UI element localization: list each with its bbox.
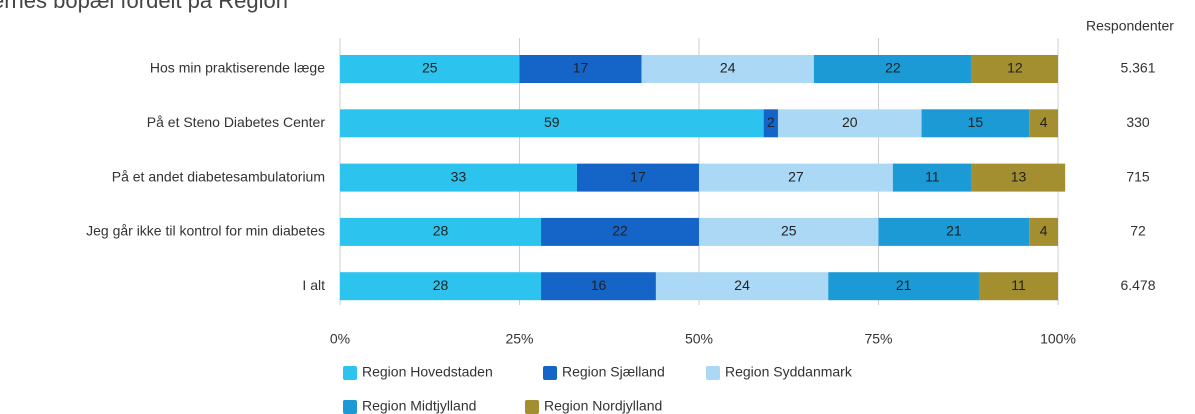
- bar-segment: [1029, 109, 1058, 138]
- data-label: 22: [885, 60, 901, 76]
- bar-segment: [878, 217, 1030, 246]
- respondents-header: Respondenter: [1086, 18, 1174, 34]
- data-label: 21: [946, 223, 962, 239]
- bar-segment: [655, 272, 829, 301]
- data-label: 27: [788, 168, 804, 184]
- bar-segment: [541, 272, 656, 301]
- bar-segment: [340, 109, 764, 138]
- data-label: 20: [842, 114, 858, 130]
- bar-segment: [576, 163, 699, 192]
- chart-title: ernes bopæl fordelt på Region: [0, 0, 288, 13]
- category-label: På et Steno Diabetes Center: [147, 114, 326, 130]
- data-label: 59: [544, 114, 560, 130]
- x-tick-label: 25%: [505, 331, 533, 347]
- x-tick-label: 0%: [330, 331, 350, 347]
- data-label: 25: [781, 223, 797, 239]
- bar-segment: [763, 109, 778, 138]
- bar-segment: [699, 163, 893, 192]
- data-label: 4: [1040, 114, 1048, 130]
- category-label: I alt: [302, 277, 325, 293]
- bar-segment: [641, 55, 814, 83]
- bar-segment: [892, 163, 972, 192]
- respondents-value: 72: [1130, 223, 1146, 239]
- respondents-value: 5.361: [1120, 60, 1155, 76]
- bar-segment: [828, 272, 980, 301]
- data-label: 22: [612, 223, 628, 239]
- respondents-value: 330: [1126, 114, 1150, 130]
- data-label: 33: [451, 168, 467, 184]
- data-label: 11: [1011, 277, 1026, 293]
- bar-segment: [541, 217, 699, 246]
- category-label: På et andet diabetesambulatorium: [112, 168, 325, 184]
- legend-label: Region Syddanmark: [725, 364, 853, 380]
- data-label: 17: [573, 60, 589, 76]
- data-label: 16: [591, 277, 607, 293]
- category-label: Hos min praktiserende læge: [150, 60, 325, 76]
- data-label: 24: [720, 60, 736, 76]
- legend-label: Region Midtjylland: [362, 398, 476, 414]
- x-tick-label: 75%: [864, 331, 892, 347]
- legend-swatch: [343, 400, 357, 414]
- legend-swatch: [706, 366, 720, 380]
- respondents-value: 6.478: [1120, 277, 1155, 293]
- data-label: 15: [968, 114, 984, 130]
- bar-segment: [813, 55, 972, 83]
- bar-segment: [519, 55, 642, 83]
- x-tick-label: 50%: [685, 331, 713, 347]
- bar-segment: [777, 109, 922, 138]
- data-label: 12: [1007, 60, 1023, 76]
- data-label: 11: [925, 168, 940, 184]
- bar-segment: [340, 217, 542, 246]
- data-label: 25: [422, 60, 438, 76]
- data-label: 24: [734, 277, 750, 293]
- legend-label: Region Sjælland: [562, 364, 665, 380]
- legend-label: Region Nordjylland: [544, 398, 662, 414]
- bar-segment: [1029, 217, 1058, 246]
- bar-segment: [340, 272, 542, 301]
- respondents-value: 715: [1126, 168, 1150, 184]
- x-tick-label: 100%: [1040, 331, 1076, 347]
- bar-segment: [971, 163, 1066, 192]
- bar-segment: [979, 272, 1058, 301]
- bar-segment: [971, 55, 1058, 83]
- data-label: 13: [1011, 168, 1027, 184]
- data-label: 28: [433, 223, 449, 239]
- category-label: Jeg går ikke til kontrol for min diabete…: [86, 223, 325, 239]
- data-label: 17: [630, 168, 646, 184]
- data-label: 4: [1040, 223, 1048, 239]
- legend-swatch: [525, 400, 539, 414]
- legend-swatch: [343, 366, 357, 380]
- bar-segment: [340, 55, 520, 83]
- legend-swatch: [543, 366, 557, 380]
- data-label: 28: [433, 277, 449, 293]
- bar-segment: [921, 109, 1030, 138]
- data-label: 2: [767, 114, 775, 130]
- bar-segment: [699, 217, 879, 246]
- legend-label: Region Hovedstaden: [362, 364, 493, 380]
- bar-segment: [340, 163, 577, 192]
- data-label: 21: [896, 277, 912, 293]
